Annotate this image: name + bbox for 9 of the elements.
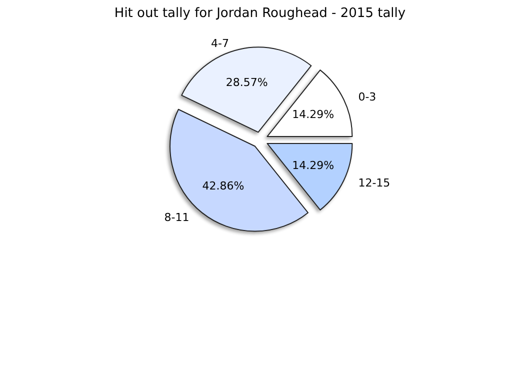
data-label: 28.57% (226, 76, 268, 89)
data-label: 14.29% (292, 159, 334, 172)
data-label: 14.29% (292, 108, 334, 121)
slice-label: 0-3 (358, 90, 376, 104)
slice-label: 8-11 (164, 210, 190, 224)
slice-label: 12-15 (358, 176, 390, 190)
data-label: 42.86% (202, 180, 244, 193)
slice-label: 4-7 (210, 36, 229, 50)
chart-title: Hit out tally for Jordan Roughead - 2015 tally (114, 6, 406, 21)
